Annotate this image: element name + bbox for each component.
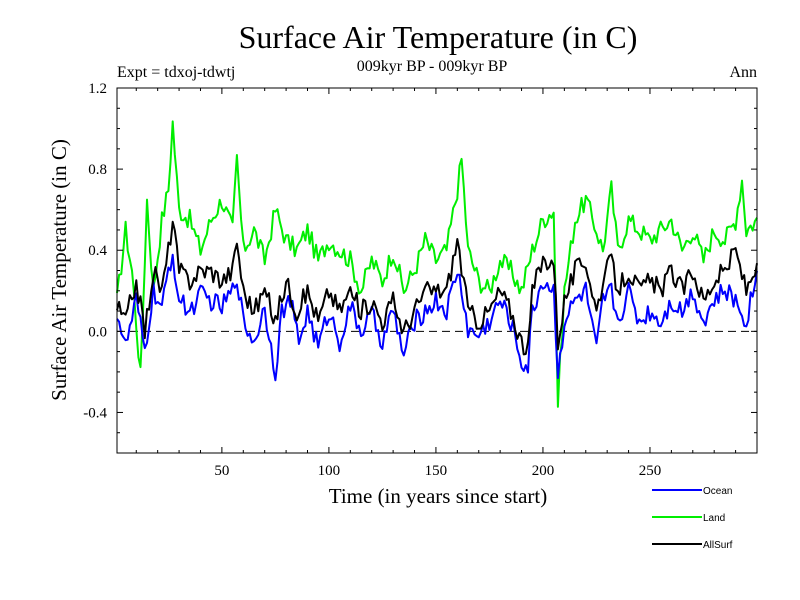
x-tick-label: 250: [639, 463, 662, 479]
legend-label-ocean: Ocean: [703, 486, 732, 497]
legend-label-allsurf: AllSurf: [703, 540, 733, 551]
axis-ticks: 50 100 150 200 250 -0.4 0.0 0.4 0.8 1.2: [83, 81, 758, 479]
chart-subtitle: 009kyr BP - 009kyr BP: [357, 58, 508, 75]
y-tick-label: 1.2: [88, 81, 107, 97]
series-line-land: [116, 120, 758, 408]
x-tick-label: 200: [532, 463, 555, 479]
x-tick-label: 150: [425, 463, 448, 479]
chart-title: Surface Air Temperature (in C): [239, 19, 638, 55]
season-label: Ann: [729, 64, 757, 81]
y-tick-label: -0.4: [83, 405, 107, 421]
y-axis-label: Surface Air Temperature (in C): [47, 139, 71, 401]
x-tick-label: 100: [318, 463, 341, 479]
y-tick-label: 0.0: [88, 324, 107, 340]
experiment-label: Expt = tdxoj-tdwtj: [117, 64, 235, 81]
legend-label-land: Land: [703, 513, 725, 524]
y-tick-label: 0.8: [88, 162, 107, 178]
x-tick-label: 50: [214, 463, 229, 479]
legend: Ocean Land AllSurf: [652, 486, 733, 551]
series-line-allsurf: [116, 220, 758, 356]
x-axis-label: Time (in years since start): [329, 484, 548, 508]
y-tick-label: 0.4: [88, 243, 107, 259]
series-line-ocean: [116, 253, 758, 382]
